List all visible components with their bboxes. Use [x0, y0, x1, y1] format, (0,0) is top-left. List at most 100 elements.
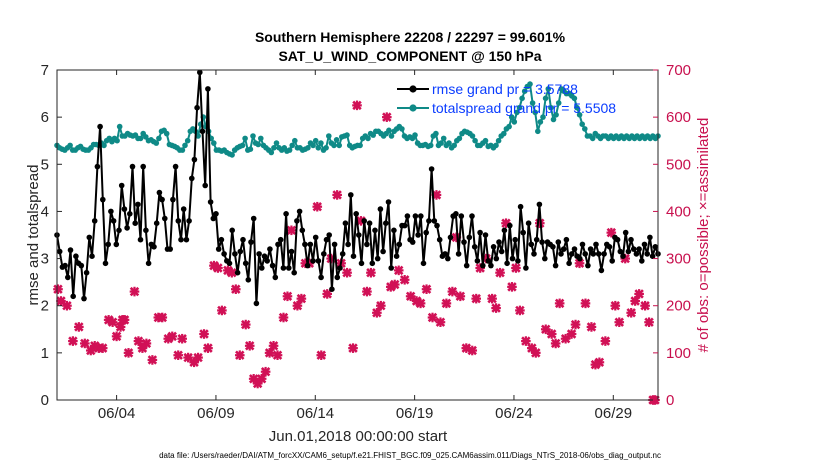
spread-point — [326, 133, 332, 139]
rmse-point — [614, 236, 621, 243]
rmse-point — [552, 262, 559, 269]
rmse-point — [345, 241, 351, 248]
spread-point — [386, 127, 392, 134]
x-tick-label: 06/14 — [297, 405, 335, 422]
rmse-point — [124, 225, 130, 231]
rmse-point — [461, 239, 467, 245]
rmse-point — [329, 286, 335, 293]
rmse-point — [207, 199, 214, 205]
obs-point — [193, 352, 203, 363]
spread-point — [250, 133, 256, 139]
rmse-point — [73, 253, 79, 259]
legend: rmse grand pr = 3.5788 totalspread grand… — [397, 81, 616, 116]
obs-point — [644, 317, 654, 328]
obs-point — [203, 343, 213, 353]
rmse-point — [315, 258, 322, 264]
obs-point — [217, 305, 227, 316]
rmse-point — [412, 213, 419, 219]
y-tick-label: 1 — [41, 345, 49, 362]
spread-point — [553, 112, 559, 118]
spread-point — [540, 114, 546, 120]
spread-point — [286, 147, 293, 153]
y-right-tick-label: 300 — [666, 251, 691, 268]
rmse-point — [175, 218, 182, 224]
obs-point — [421, 284, 432, 295]
spread-point — [511, 119, 518, 125]
rmse-point — [595, 251, 602, 257]
rmse-point — [512, 236, 518, 243]
spread-point — [315, 145, 322, 151]
rmse-point — [550, 244, 556, 250]
rmse-point — [436, 236, 443, 243]
rmse-point — [536, 201, 543, 208]
spread-point — [101, 142, 107, 149]
obs-point — [119, 315, 130, 325]
obs-point — [312, 201, 323, 212]
rmse-point — [91, 218, 98, 224]
spread-point — [433, 130, 439, 137]
spread-point — [357, 142, 363, 149]
rmse-point — [453, 211, 459, 217]
rmse-point — [404, 213, 411, 219]
y-tick-label: 0 — [41, 392, 49, 409]
rmse-point — [480, 262, 486, 269]
spread-point — [163, 130, 170, 137]
rmse-point — [471, 244, 478, 250]
rmse-point — [458, 213, 465, 219]
rmse-point — [189, 175, 195, 182]
spread-point — [440, 135, 447, 142]
legend-rmse-marker — [409, 85, 417, 93]
rmse-point — [509, 255, 516, 262]
obs-point — [441, 298, 452, 309]
rmse-point — [380, 248, 386, 255]
rmse-point — [127, 211, 133, 217]
rmse-point — [205, 86, 211, 92]
spread-point — [537, 119, 544, 125]
rmse-point — [221, 251, 227, 257]
rmse-point — [259, 265, 265, 271]
spread-point — [516, 104, 523, 111]
axes: 06/04 06/09 06/14 06/19 06/24 06/29 0 1 2 3 4 5 6 7 0 1… — [41, 62, 691, 422]
rmse-point — [369, 260, 376, 267]
rmse-point — [159, 196, 165, 203]
rmse-point — [183, 236, 190, 243]
rmse-point — [617, 248, 624, 255]
rmse-point — [331, 241, 338, 248]
rmse-point — [455, 251, 462, 257]
obs-point — [141, 338, 152, 349]
obs-point — [614, 317, 625, 328]
spread-point — [472, 137, 478, 144]
rmse-point — [86, 234, 93, 241]
rmse-point — [579, 241, 586, 248]
rmse-point — [167, 246, 173, 252]
rmse-point — [606, 244, 613, 250]
rmse-point — [143, 227, 149, 234]
rmse-point — [431, 218, 438, 224]
rmse-point — [172, 163, 179, 170]
rmse-point — [312, 234, 319, 241]
obs-point — [80, 338, 90, 349]
obs-point — [471, 293, 482, 304]
obs-point — [157, 312, 168, 323]
rmse-point — [286, 265, 292, 271]
rmse-point — [396, 241, 403, 248]
rmse-point — [641, 241, 648, 248]
rmse-point — [132, 220, 138, 226]
rmse-point — [215, 246, 222, 252]
rmse-point — [358, 260, 365, 267]
spread-point — [312, 137, 319, 144]
rmse-point — [520, 229, 526, 236]
spread-point — [268, 149, 275, 156]
rmse-point — [339, 251, 346, 257]
chart-title: Southern Hemisphere 22208 / 22297 = 99.6… — [255, 29, 566, 45]
obs-point — [85, 345, 96, 356]
rmse-point — [97, 123, 103, 130]
spread-point — [527, 81, 533, 87]
rmse-point — [180, 206, 187, 212]
obs-point — [630, 296, 640, 306]
rmse-point — [56, 248, 63, 255]
rmse-point — [415, 232, 421, 238]
rmse-point — [647, 234, 653, 241]
spread-point — [427, 142, 434, 149]
spread-point — [184, 137, 191, 144]
